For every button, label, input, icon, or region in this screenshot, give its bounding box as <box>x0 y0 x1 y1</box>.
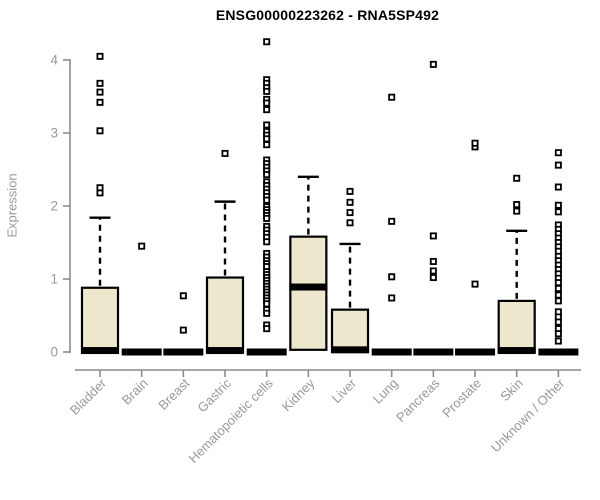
box-kidney <box>289 235 328 351</box>
box-liver <box>330 308 370 354</box>
outlier-hematopoietic-cells <box>263 214 271 222</box>
outlier-hematopoietic-cells <box>263 135 271 143</box>
collapsed-box-prostate <box>455 348 496 356</box>
outlier-bladder <box>96 52 104 60</box>
outlier-bladder <box>96 88 104 96</box>
collapsed-box-breast <box>163 348 204 356</box>
y-tick-label: 4 <box>50 53 58 68</box>
outlier-unknown-other <box>554 208 562 216</box>
x-category-label: Lung <box>370 376 401 407</box>
outlier-unknown-other <box>554 279 562 287</box>
box-bladder <box>80 286 120 354</box>
outlier-gastric <box>221 149 229 157</box>
outlier-brain <box>138 242 146 250</box>
collapsed-box-lung <box>371 348 412 356</box>
x-category-label: Liver <box>329 375 360 406</box>
collapsed-box-hematopoietic-cells <box>246 348 287 356</box>
x-category-label: Pancreas <box>393 375 443 425</box>
outlier-pancreas <box>429 257 437 265</box>
y-tick-label: 1 <box>50 272 58 287</box>
outlier-hematopoietic-cells <box>263 238 271 246</box>
outlier-liver <box>346 219 354 227</box>
box-gastric <box>205 276 245 354</box>
outlier-skin <box>513 201 521 209</box>
x-category-label: Unknown / Other <box>488 375 568 455</box>
outlier-hematopoietic-cells <box>263 106 271 114</box>
median-skin <box>497 347 536 355</box>
outlier-hematopoietic-cells <box>263 121 271 129</box>
x-category-label: Gastric <box>194 375 234 415</box>
outlier-lung <box>388 273 396 281</box>
outlier-liver <box>346 209 354 217</box>
outlier-pancreas <box>429 60 437 68</box>
outlier-lung <box>388 294 396 302</box>
outlier-liver <box>346 198 354 206</box>
outlier-unknown-other <box>554 297 562 305</box>
x-category-label: Skin <box>497 376 525 404</box>
outlier-hematopoietic-cells <box>263 99 271 107</box>
outlier-unknown-other <box>554 291 562 299</box>
outlier-bladder <box>96 127 104 135</box>
median-liver <box>331 346 370 354</box>
outlier-bladder <box>96 98 104 106</box>
collapsed-box-brain <box>121 348 162 356</box>
collapsed-box-pancreas <box>413 348 454 356</box>
outlier-unknown-other <box>554 284 562 292</box>
outlier-pancreas <box>429 267 437 275</box>
outlier-hematopoietic-cells <box>263 196 271 204</box>
outlier-unknown-other <box>554 337 562 345</box>
outlier-hematopoietic-cells <box>263 87 271 95</box>
y-tick-label: 0 <box>50 345 58 360</box>
collapsed-box-unknown-other <box>538 348 579 356</box>
outlier-prostate <box>471 139 479 147</box>
outlier-pancreas <box>429 274 437 282</box>
outlier-hematopoietic-cells <box>263 171 271 179</box>
outlier-unknown-other <box>554 149 562 157</box>
outlier-hematopoietic-cells <box>263 300 271 308</box>
outlier-skin <box>513 207 521 215</box>
outlier-breast <box>179 292 187 300</box>
outlier-bladder <box>96 79 104 87</box>
outlier-unknown-other <box>554 201 562 209</box>
median-bladder <box>81 347 119 355</box>
outlier-hematopoietic-cells <box>263 309 271 317</box>
outlier-bladder <box>96 184 104 192</box>
outlier-unknown-other <box>554 183 562 191</box>
median-gastric <box>206 347 245 355</box>
outlier-hematopoietic-cells <box>263 325 271 333</box>
outlier-unknown-other <box>554 161 562 169</box>
outlier-prostate <box>471 280 479 288</box>
x-category-label: Bladder <box>67 375 110 418</box>
outlier-unknown-other <box>554 318 562 326</box>
outlier-pancreas <box>429 232 437 240</box>
outlier-breast <box>179 326 187 334</box>
y-tick-label: 2 <box>50 199 58 214</box>
outlier-unknown-other <box>554 330 562 338</box>
outlier-liver <box>346 187 354 195</box>
outlier-skin <box>513 174 521 182</box>
box-skin <box>497 299 536 354</box>
outlier-hematopoietic-cells <box>263 141 271 149</box>
x-category-label: Prostate <box>439 376 484 421</box>
chart-title: ENSG00000223262 - RNA5SP492 <box>215 7 440 23</box>
outlier-lung <box>388 93 396 101</box>
x-category-label: Kidney <box>279 375 318 414</box>
x-category-label: Brain <box>119 376 151 408</box>
x-category-label: Breast <box>155 375 192 412</box>
outlier-lung <box>388 217 396 225</box>
y-tick-label: 3 <box>50 126 58 141</box>
median-kidney <box>289 283 328 291</box>
outlier-hematopoietic-cells <box>263 38 271 46</box>
